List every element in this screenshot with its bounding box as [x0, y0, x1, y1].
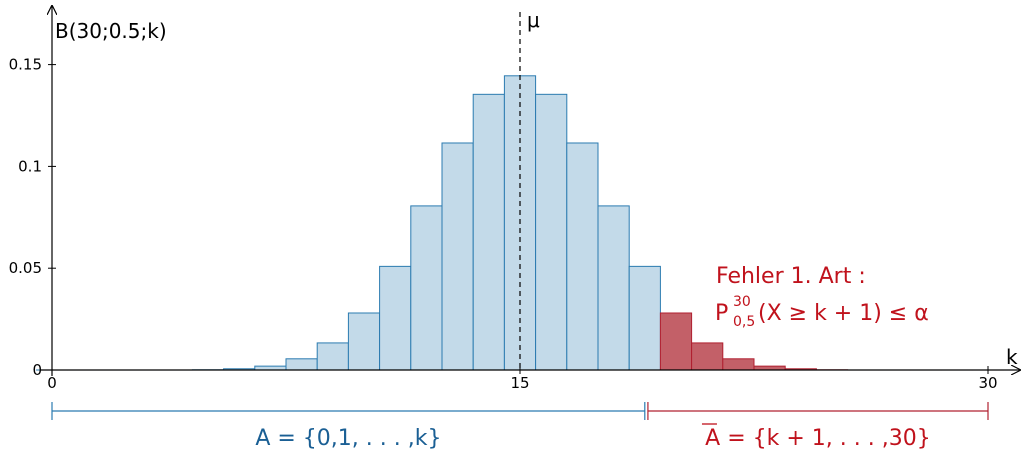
y-tick-label-1: 0.05 — [9, 259, 42, 277]
y-tick-label-3: 0.15 — [9, 56, 42, 74]
annotation-sup: 30 — [733, 294, 751, 310]
annotation-line-2: P 30 0,5 (X ≥ k + 1) ≤ α — [715, 294, 929, 330]
annotation-p: P — [715, 301, 728, 326]
x-axis-title: k — [1006, 345, 1018, 369]
annotation-rest: (X ≥ k + 1) ≤ α — [758, 301, 929, 326]
axes-group — [40, 6, 1020, 420]
bar-k-16 — [535, 93, 568, 371]
bar-k-20 — [659, 312, 693, 371]
bar-k-14 — [472, 93, 505, 371]
bar-k-13 — [441, 142, 474, 371]
bar-k-10 — [347, 312, 381, 371]
x-tick-label-2: 30 — [978, 374, 997, 392]
x-tick-label-0: 0 — [47, 374, 57, 392]
bar-k-12 — [410, 205, 443, 371]
bar-k-11 — [379, 265, 412, 371]
bar-k-8 — [285, 358, 318, 371]
region-abar-label: A = {k + 1, . . . ,30} — [705, 426, 931, 451]
x-tick-label-1: 15 — [510, 374, 529, 392]
bar-k-19 — [628, 265, 661, 371]
bars-group — [35, 75, 1005, 371]
bar-k-22 — [722, 358, 755, 371]
region-a-label: A = {0,1, . . . ,k} — [255, 426, 441, 451]
labels-group: 0 0.05 0.1 0.15 0 15 30 B(30;0.5;k) k μ A = {0,1, … — [9, 8, 1018, 451]
mean-label: μ — [527, 8, 540, 32]
annotation-line-1: Fehler 1. Art : — [716, 264, 866, 289]
bar-k-9 — [316, 342, 349, 371]
bar-k-21 — [691, 342, 724, 371]
y-tick-label-0: 0 — [32, 361, 42, 379]
y-axis-title: B(30;0.5;k) — [55, 19, 167, 43]
y-tick-label-2: 0.1 — [18, 157, 42, 175]
bar-k-18 — [597, 205, 630, 371]
annotation-sub: 0,5 — [733, 314, 755, 330]
bar-k-17 — [566, 142, 599, 371]
